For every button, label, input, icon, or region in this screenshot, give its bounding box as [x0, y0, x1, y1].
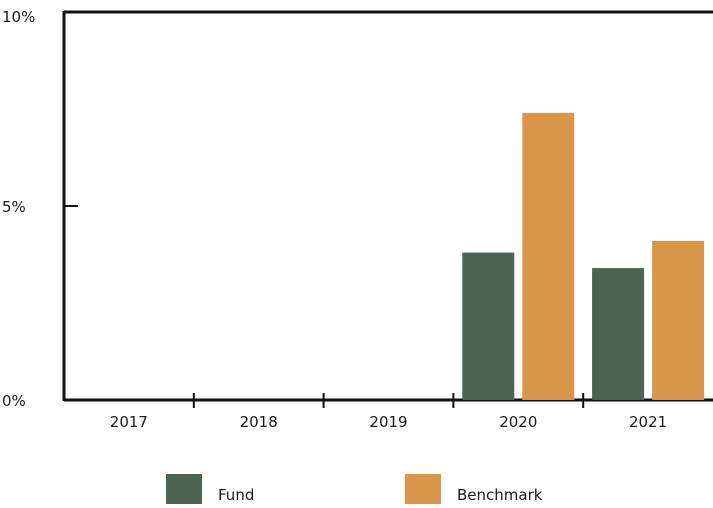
x-tick-label: 2021 [629, 413, 667, 431]
labels: 0% 5% 10% 2017 2018 2019 2020 2021 [2, 8, 667, 431]
x-tick-label: 2019 [369, 413, 407, 431]
x-tick-label: 2018 [240, 413, 278, 431]
legend-label: Fund [218, 486, 254, 504]
y-tick-label: 10% [2, 8, 35, 26]
bar-fund-2020 [462, 252, 515, 400]
x-tick-label: 2020 [499, 413, 537, 431]
bars [462, 112, 705, 400]
y-tick-label: 5% [2, 198, 26, 216]
legend: Fund Benchmark [166, 474, 543, 506]
legend-swatch [405, 474, 441, 506]
bar-benchmark-2021 [652, 240, 705, 400]
bar-fund-2021 [592, 268, 645, 400]
x-tick-label: 2017 [110, 413, 148, 431]
y-tick-label: 0% [2, 392, 26, 410]
bar-benchmark-2020 [522, 112, 575, 400]
legend-label: Benchmark [457, 486, 543, 504]
legend-swatch [166, 474, 202, 506]
